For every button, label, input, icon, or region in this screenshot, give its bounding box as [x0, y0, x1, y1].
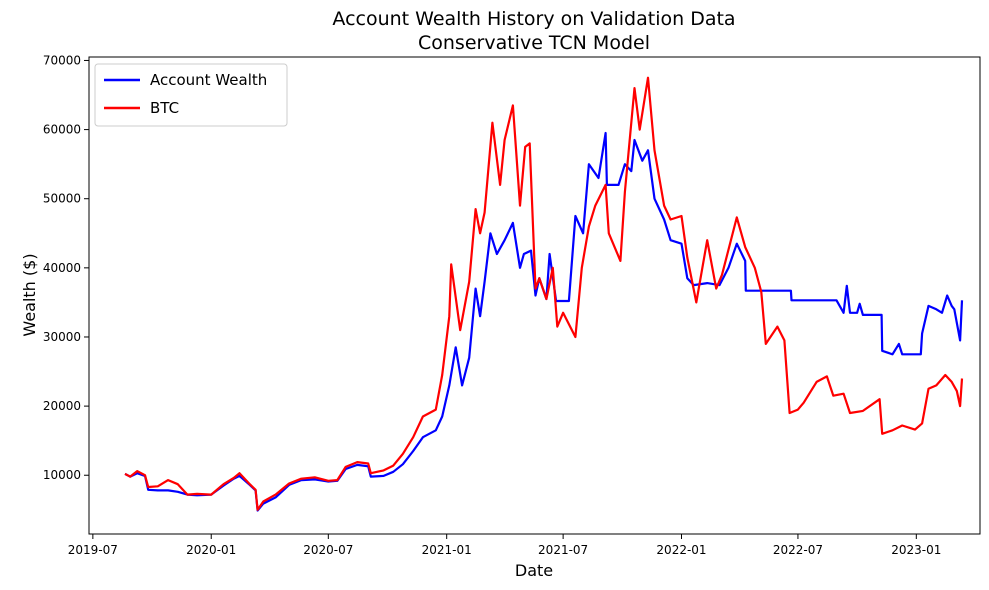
y-tick-label: 30000: [43, 330, 81, 344]
x-tick-label: 2020-01: [186, 543, 236, 557]
x-tick-label: 2021-01: [422, 543, 472, 557]
y-tick-label: 70000: [43, 53, 81, 67]
x-tick-label: 2020-07: [303, 543, 353, 557]
y-axis-label: Wealth ($): [20, 253, 39, 336]
legend-label: Account Wealth: [150, 71, 267, 89]
x-tick-label: 2021-07: [538, 543, 588, 557]
x-tick-label: 2019-07: [68, 543, 118, 557]
x-tick-label: 2022-07: [773, 543, 823, 557]
plot-frame: [88, 56, 981, 535]
y-tick-label: 50000: [43, 192, 81, 206]
y-tick-label: 10000: [43, 468, 81, 482]
legend-box: [94, 63, 288, 127]
y-axis: 10000 20000 30000 40000 50000 60000 70000: [43, 53, 89, 482]
x-axis-label: Date: [515, 561, 553, 580]
x-axis: 2019-07 2020-01 2020-07 2021-01 2021-07 2022-…: [68, 534, 941, 557]
legend: Account Wealth BTC: [94, 63, 288, 127]
series-line-btc: [124, 76, 964, 511]
chart-title-group: Account Wealth History on Validation Dat…: [332, 8, 735, 54]
legend-label: BTC: [150, 99, 179, 117]
y-tick-label: 20000: [43, 399, 81, 413]
y-tick-label: 40000: [43, 261, 81, 275]
x-tick-label: 2022-01: [656, 543, 706, 557]
series-layer: [124, 76, 964, 512]
y-tick-label: 60000: [43, 123, 81, 137]
chart-subtitle: Conservative TCN Model: [418, 32, 650, 54]
x-tick-label: 2023-01: [891, 543, 941, 557]
series-line-account-wealth: [124, 131, 964, 512]
chart-title: Account Wealth History on Validation Dat…: [332, 8, 735, 30]
